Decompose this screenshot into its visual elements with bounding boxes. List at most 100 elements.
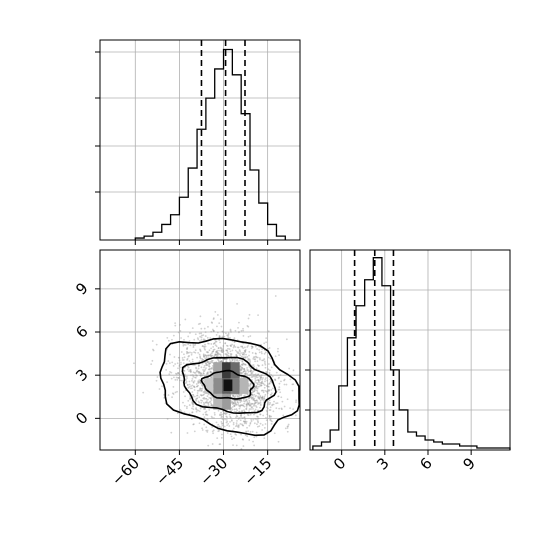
scatter-point [231, 393, 233, 396]
scatter-point [256, 392, 259, 394]
scatter-point [260, 352, 263, 355]
scatter-point [265, 384, 268, 387]
scatter-point [220, 414, 223, 417]
scatter-point [246, 404, 248, 406]
scatter-point [196, 385, 199, 388]
scatter-point [254, 387, 257, 389]
scatter-point [246, 401, 249, 403]
scatter-point [250, 408, 252, 410]
scatter-point [272, 403, 275, 406]
scatter-point [247, 345, 249, 347]
scatter-point [249, 423, 252, 425]
scatter-point [260, 382, 263, 385]
scatter-point [221, 335, 224, 338]
scatter-point [246, 356, 249, 358]
scatter-point [171, 392, 174, 395]
scatter-point [253, 400, 256, 402]
scatter-point [204, 401, 207, 404]
scatter-point [212, 345, 215, 348]
scatter-point [242, 329, 245, 332]
scatter-point [257, 381, 260, 384]
scatter-point [201, 362, 204, 365]
scatter-point [230, 345, 232, 348]
scatter-point [208, 368, 211, 371]
scatter-point [194, 376, 196, 379]
scatter-point [198, 422, 201, 425]
scatter-point [256, 382, 259, 385]
scatter-point [205, 400, 208, 403]
scatter-point [193, 338, 196, 341]
scatter-point [169, 371, 171, 373]
scatter-point [222, 349, 224, 352]
scatter-point [215, 351, 218, 353]
scatter-point [241, 404, 244, 407]
scatter-point [210, 404, 213, 407]
scatter-point [185, 407, 188, 410]
scatter-point [268, 414, 271, 417]
scatter-point [256, 378, 259, 381]
scatter-point [238, 410, 241, 413]
scatter-point [202, 353, 205, 356]
scatter-point [239, 372, 242, 374]
scatter-point [259, 401, 262, 404]
scatter-point [199, 382, 202, 385]
scatter-point [204, 335, 207, 337]
scatter-point [206, 372, 208, 375]
scatter-point [201, 358, 203, 360]
scatter-point [186, 384, 189, 387]
scatter-point [204, 368, 207, 371]
scatter-point [241, 353, 244, 356]
scatter-point [225, 355, 228, 358]
scatter-point [205, 364, 208, 367]
scatter-point [236, 399, 239, 402]
scatter-point [195, 407, 198, 409]
density-cell [230, 362, 240, 379]
scatter-point [265, 416, 267, 419]
scatter-point [219, 318, 222, 321]
scatter-point [239, 369, 242, 372]
scatter-point [240, 433, 242, 436]
scatter-point [201, 345, 204, 348]
scatter-point [257, 403, 259, 405]
scatter-point [217, 358, 219, 361]
scatter-point [197, 384, 199, 387]
scatter-point [241, 417, 244, 419]
scatter-point [177, 376, 180, 379]
scatter-point [169, 353, 171, 356]
scatter-point [193, 351, 195, 354]
scatter-point [212, 429, 215, 432]
scatter-point [258, 393, 261, 396]
scatter-point [249, 370, 252, 373]
scatter-point [186, 359, 188, 361]
scatter-point [236, 358, 239, 361]
scatter-point [244, 350, 247, 353]
scatter-point [225, 418, 228, 421]
scatter-point [280, 407, 283, 410]
scatter-point [243, 369, 246, 372]
scatter-point [187, 387, 190, 389]
scatter-point [254, 401, 257, 404]
scatter-point [184, 382, 187, 384]
scatter-point [270, 381, 273, 384]
scatter-point [184, 373, 186, 376]
scatter-point [235, 359, 238, 362]
scatter-point [225, 332, 227, 335]
scatter-point [252, 373, 255, 376]
scatter-point [233, 410, 236, 413]
scatter-point [196, 389, 199, 392]
scatter-point [238, 352, 241, 355]
scatter-point [280, 408, 283, 411]
scatter-point [258, 375, 261, 378]
scatter-point [209, 353, 212, 356]
scatter-point [178, 376, 181, 379]
scatter-point [243, 416, 246, 419]
scatter-point [167, 339, 170, 342]
scatter-point [253, 399, 256, 402]
scatter-point [194, 333, 197, 336]
scatter-point [236, 425, 239, 428]
scatter-point [260, 381, 263, 384]
scatter-point [229, 420, 231, 423]
hist-y-panel: 0 3 6 9 [305, 249, 511, 474]
scatter-point [256, 420, 259, 422]
scatter-point [183, 356, 186, 359]
